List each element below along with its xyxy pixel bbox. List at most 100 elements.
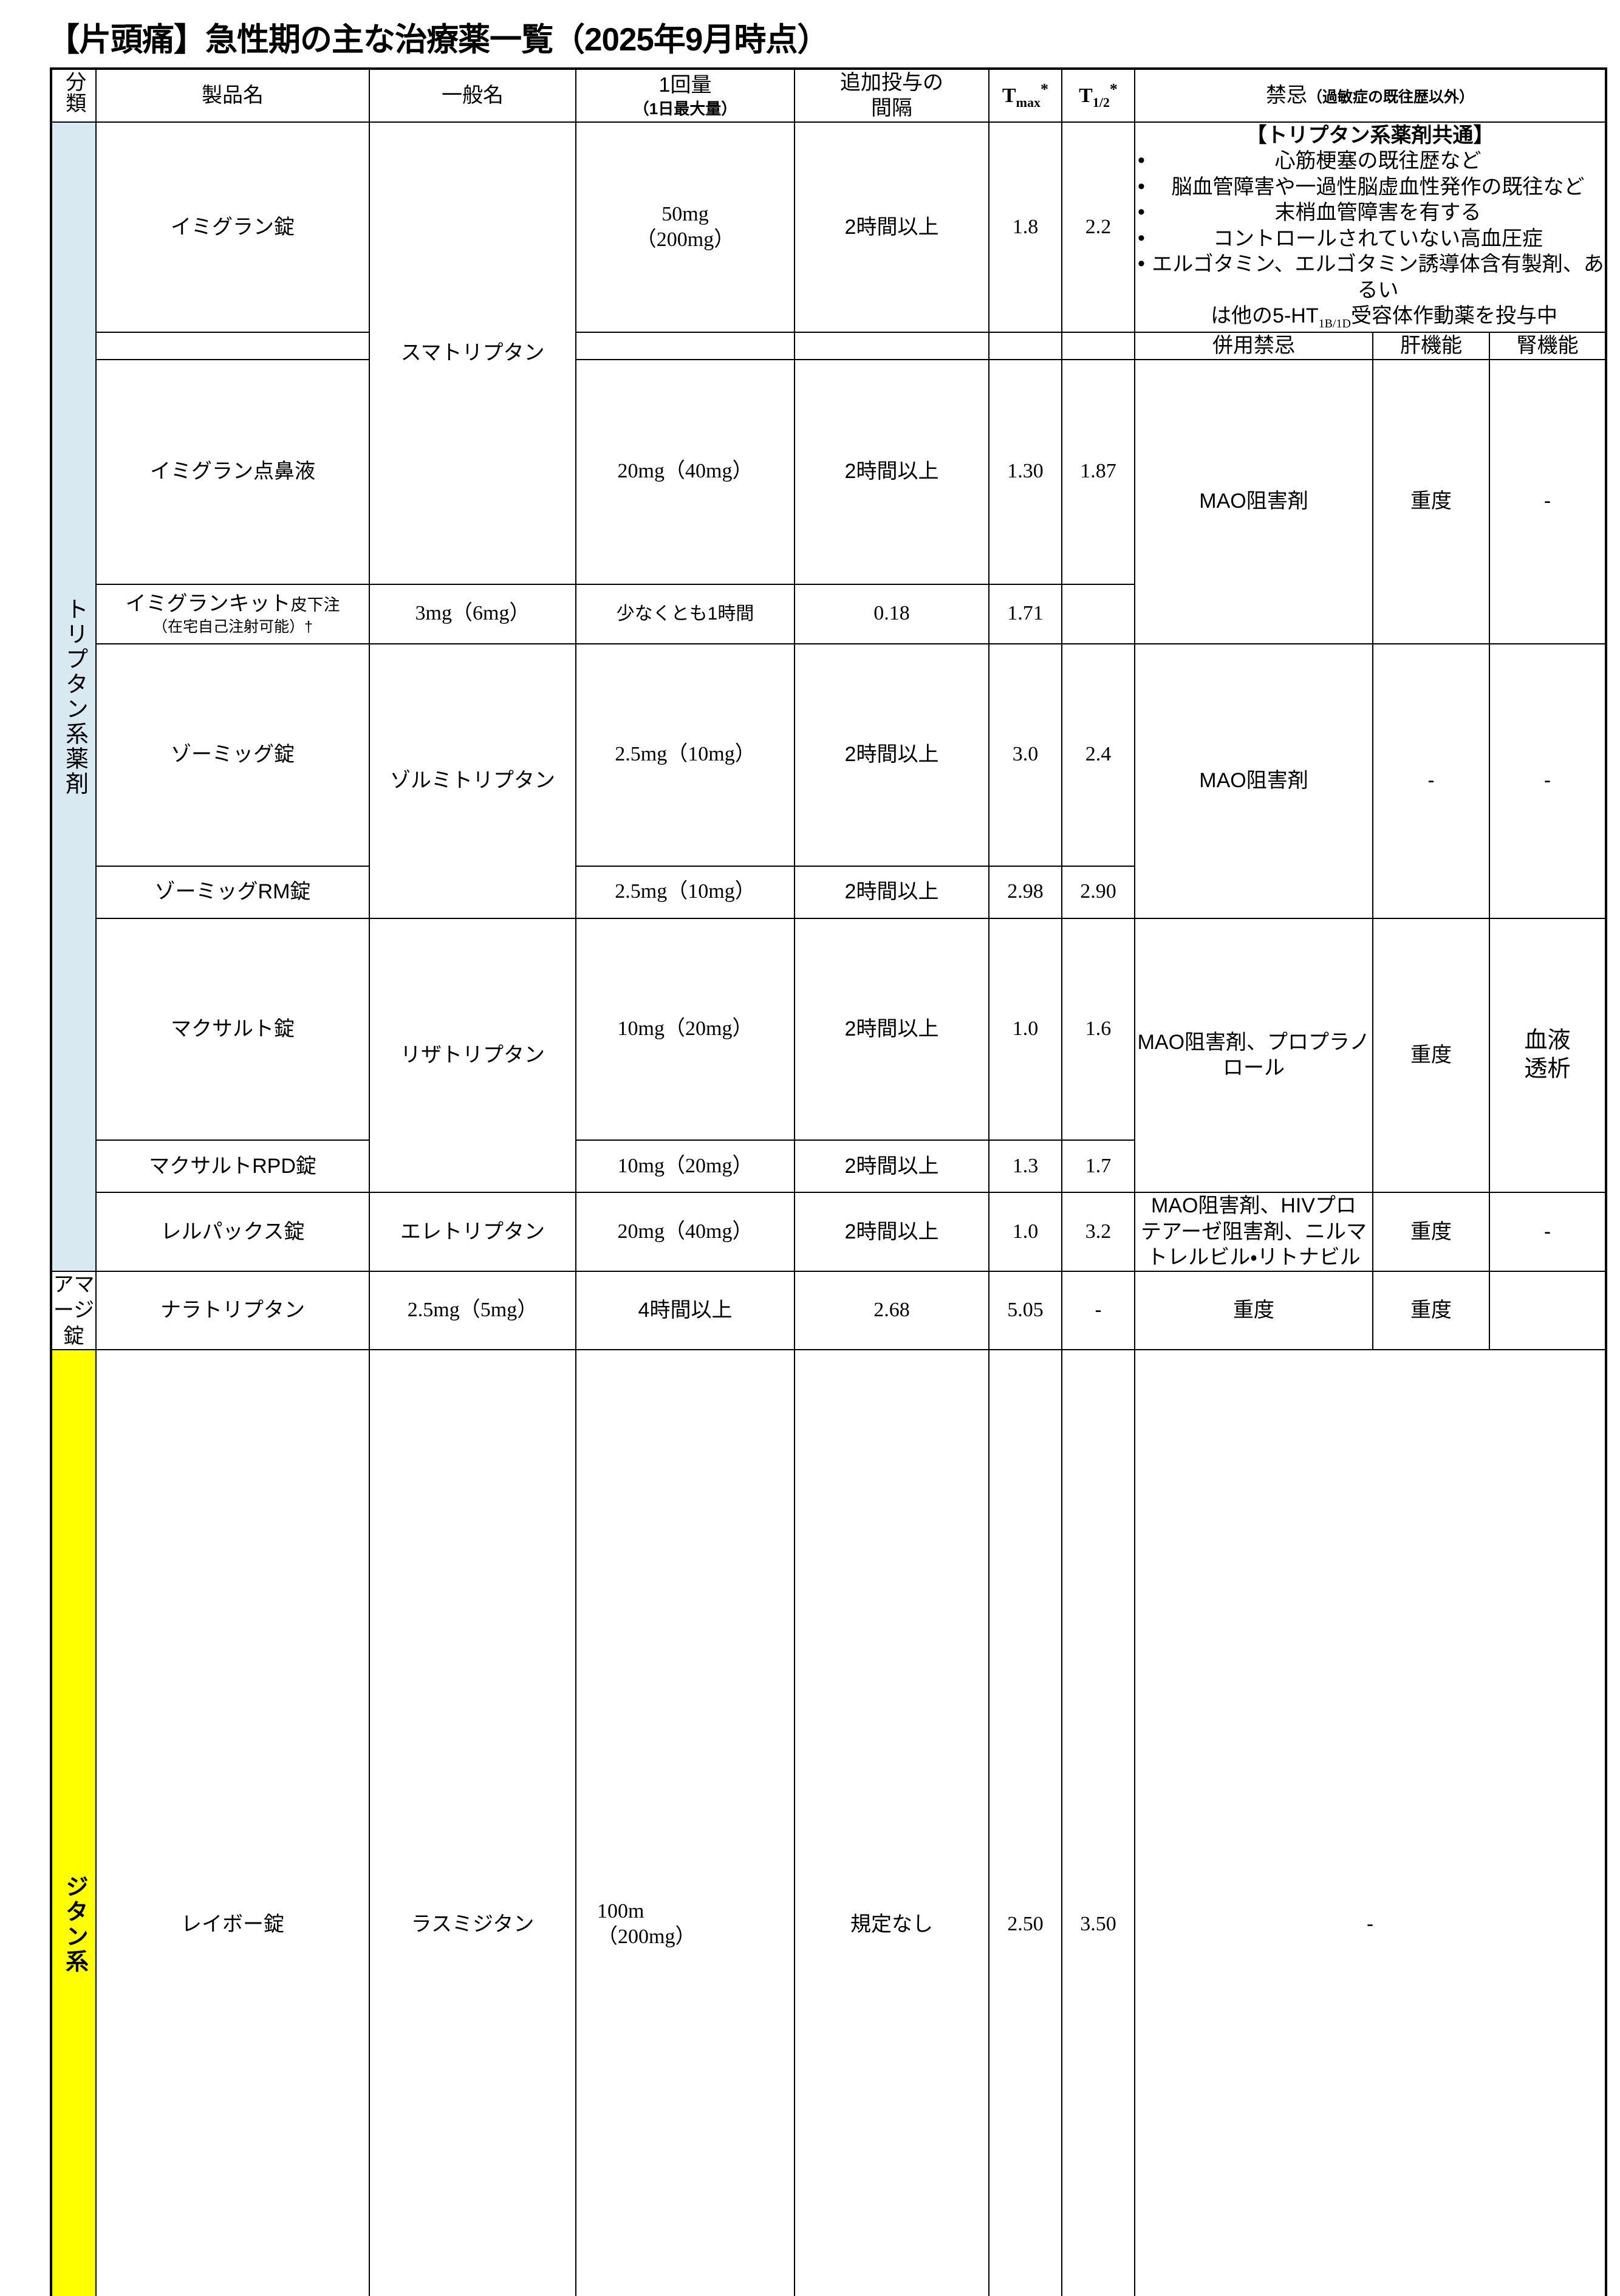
- cell-tmax: 3.0: [989, 644, 1062, 866]
- cell-tmax: 2.68: [795, 1271, 989, 1350]
- cell-kidney: 血液 透析: [1489, 918, 1606, 1193]
- drug-table-container: 分類 製品名 一般名 1回量 （1日最大量） 追加投与の 間隔 Tmax* T1…: [50, 67, 1605, 2296]
- cell-generic: ゾルミトリプタン: [369, 644, 576, 918]
- table-row: アマージ錠 ナラトリプタン 2.5mg（5mg） 4時間以上 2.68 5.05…: [51, 1271, 1606, 1350]
- category-label-triptan: トリプタン系薬剤: [62, 123, 86, 1271]
- cell-interval: 4時間以上: [576, 1271, 795, 1350]
- subheader-kidney: 腎機能: [1489, 332, 1606, 360]
- cell-thalf: 2.90: [1062, 866, 1135, 918]
- cell-liver: 重度: [1373, 918, 1489, 1193]
- header-contraindication: 禁忌（過敏症の既往歴以外）: [1135, 69, 1606, 122]
- table-row: ゾーミッグ錠 ゾルミトリプタン 2.5mg（10mg） 2時間以上 3.0 2.…: [51, 644, 1606, 866]
- cell-dose: 20mg（40mg）: [576, 360, 795, 584]
- cell-tmax: 1.3: [989, 1140, 1062, 1192]
- header-interval-line2: 間隔: [871, 97, 912, 120]
- combo-line2: テアーゼ阻害剤、ニルマ: [1141, 1220, 1367, 1243]
- cell-thalf: 1.87: [1062, 360, 1135, 584]
- table-row: トリプタン系薬剤 イミグラン錠 スマトリプタン 50mg （200mg） 2時間…: [51, 122, 1606, 332]
- list-item: コントロールされていない高血圧症: [1135, 226, 1605, 252]
- cell-interval: 2時間以上: [795, 360, 989, 584]
- cell-interval: 2時間以上: [795, 1192, 989, 1271]
- cell-dose: 50mg （200mg）: [576, 122, 795, 332]
- spacer-dose: [576, 332, 795, 360]
- drug-table: 分類 製品名 一般名 1回量 （1日最大量） 追加投与の 間隔 Tmax* T1…: [50, 67, 1607, 2296]
- cell-tmax: 1.0: [989, 1192, 1062, 1271]
- cell-interval: 少なくとも1時間: [576, 584, 795, 644]
- cell-dose: 2.5mg（10mg）: [576, 866, 795, 918]
- category-label-ditan: ジタン系: [62, 1350, 86, 2296]
- header-tmax: Tmax*: [989, 69, 1062, 122]
- cell-product: マクサルト錠: [96, 918, 369, 1141]
- cell-product: イミグランキット皮下注 （在宅自己注射可能）†: [96, 584, 369, 644]
- cell-triptan-common-contraindications: 【トリプタン系薬剤共通】 心筋梗塞の既往歴など 脳血管障害や一過性脳虚血性発作の…: [1135, 122, 1606, 332]
- page-title: 【片頭痛】急性期の主な治療薬一覧（2025年9月時点）: [47, 22, 1591, 59]
- dose-line2: （200mg）: [597, 1924, 794, 1950]
- cell-kidney: -: [1489, 360, 1606, 644]
- cell-kidney: 重度: [1373, 1271, 1489, 1350]
- header-thalf: T1/2*: [1062, 69, 1135, 122]
- cell-kidney: -: [1489, 644, 1606, 918]
- cell-thalf: 3.2: [1062, 1192, 1135, 1271]
- cell-liver: 重度: [1373, 1192, 1489, 1271]
- table-row: ジタン系 レイボー錠 ラスミジタン 100m （200mg） 規定なし 2.50…: [51, 1350, 1606, 2296]
- combo-line2: ロール: [1223, 1056, 1285, 1079]
- header-product: 製品名: [96, 69, 369, 122]
- combo-line3: トレルビル・リトナビル: [1147, 1246, 1361, 1269]
- triptan-common-heading: 【トリプタン系薬剤共通】: [1135, 123, 1605, 149]
- list-item: 末梢血管障害を有する: [1135, 200, 1605, 226]
- cell-generic: ナラトリプタン: [96, 1271, 369, 1350]
- header-interval-line1: 追加投与の: [840, 71, 943, 94]
- cell-generic: エレトリプタン: [369, 1192, 576, 1271]
- spacer-thalf: [1062, 332, 1135, 360]
- ergot-line2: は他の5-HT1B/1D受容体作動薬を投与中: [1151, 303, 1605, 332]
- dose-line2: （200mg）: [576, 227, 794, 253]
- cell-combination-contraindication: MAO阻害剤、プロプラノ ロール: [1135, 918, 1373, 1193]
- cell-tmax: 1.8: [989, 122, 1062, 332]
- spacer-product: [96, 332, 369, 360]
- ht-receptor-subscript: 1B/1D: [1319, 317, 1351, 330]
- cell-product: アマージ錠: [51, 1271, 96, 1350]
- combo-line1: MAO阻害剤、HIVプロ: [1151, 1194, 1356, 1217]
- cell-combination-contraindication: MAO阻害剤: [1135, 360, 1373, 644]
- cell-interval: 2時間以上: [795, 122, 989, 332]
- category-cell-ditan: ジタン系: [51, 1350, 96, 2296]
- cell-contraindication-lasmiditan: -: [1135, 1350, 1606, 2296]
- cell-product: ゾーミッグ錠: [96, 644, 369, 866]
- cell-dose: 2.5mg（5mg）: [369, 1271, 576, 1350]
- cell-combination-contraindication: MAO阻害剤: [1135, 644, 1373, 918]
- cell-dose: 10mg（20mg）: [576, 918, 795, 1141]
- cell-tmax: 0.18: [795, 584, 989, 644]
- kidney-line2: 透析: [1525, 1056, 1571, 1082]
- header-category: 分類: [51, 69, 96, 122]
- combo-line1: MAO阻害剤、プロプラノ: [1138, 1031, 1370, 1054]
- cell-liver: -: [1373, 644, 1489, 918]
- cell-dose: 100m （200mg）: [576, 1350, 795, 2296]
- cell-thalf: 2.2: [1062, 122, 1135, 332]
- cell-product: ゾーミッグRM錠: [96, 866, 369, 918]
- cell-liver: 重度: [1135, 1271, 1373, 1350]
- cell-thalf: 5.05: [989, 1271, 1062, 1350]
- header-generic: 一般名: [369, 69, 576, 122]
- cell-generic: ラスミジタン: [369, 1350, 576, 2296]
- header-dose-sub: （1日最大量）: [576, 99, 794, 119]
- cell-product: マクサルトRPD錠: [96, 1140, 369, 1192]
- cell-tmax: 1.30: [989, 360, 1062, 584]
- contraindication-subheader-row: 併用禁忌 肝機能 腎機能: [51, 332, 1606, 360]
- cell-interval: 2時間以上: [795, 866, 989, 918]
- cell-thalf: 1.7: [1062, 1140, 1135, 1192]
- dose-line1: 100m: [597, 1900, 644, 1922]
- category-cell-triptan: トリプタン系薬剤: [51, 122, 96, 1271]
- subheader-combination: 併用禁忌: [1135, 332, 1373, 360]
- header-dose-main: 1回量: [659, 73, 712, 97]
- product-name-note: （在宅自己注射可能）†: [97, 618, 369, 637]
- ergot-line1: エルゴタミン、エルゴタミン誘導体含有製剤、あるい: [1152, 253, 1604, 302]
- cell-dose: 20mg（40mg）: [576, 1192, 795, 1271]
- cell-thalf: 3.50: [1062, 1350, 1135, 2296]
- cell-product: レルパックス錠: [96, 1192, 369, 1271]
- header-interval: 追加投与の 間隔: [795, 69, 989, 122]
- header-contraindication-sub: （過敏症の既往歴以外）: [1307, 89, 1474, 106]
- cell-interval: 2時間以上: [795, 918, 989, 1141]
- page-root: 【片頭痛】急性期の主な治療薬一覧（2025年9月時点） 分類 製品名 一般名 1…: [0, 0, 1620, 1148]
- cell-liver: 重度: [1373, 360, 1489, 644]
- spacer-interval: [795, 332, 989, 360]
